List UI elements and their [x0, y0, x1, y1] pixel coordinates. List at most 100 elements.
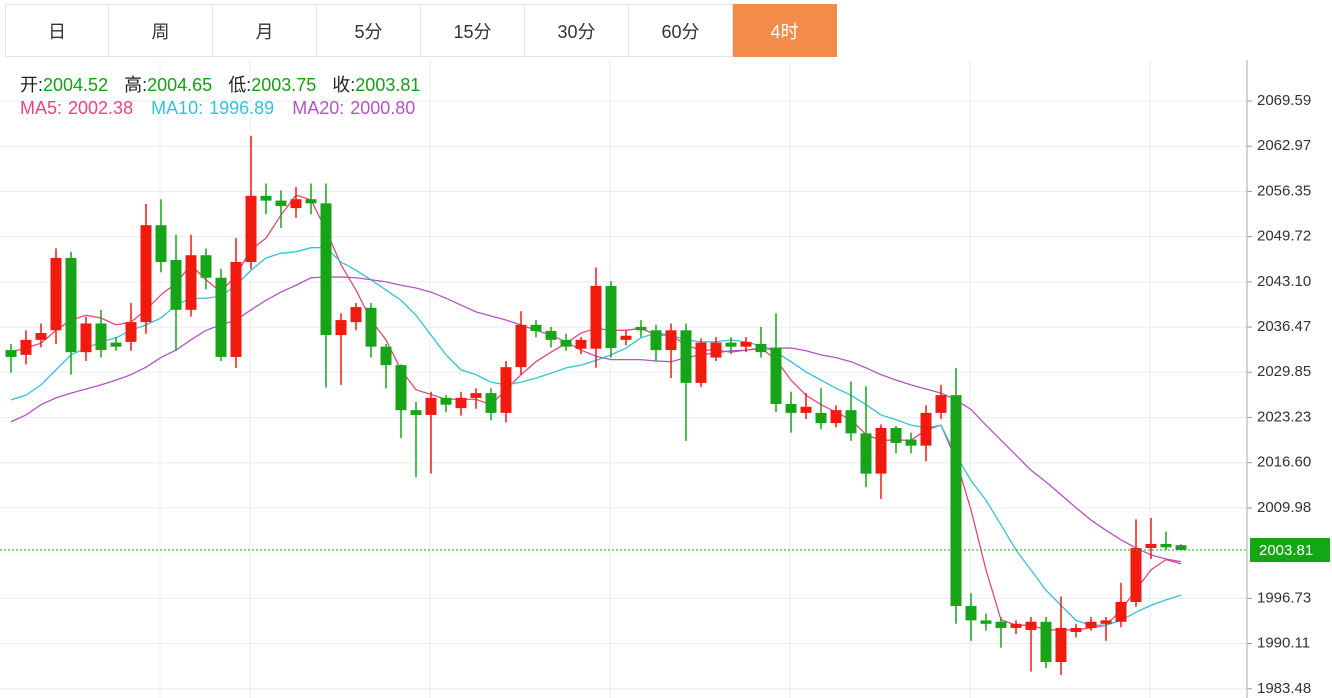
ma-label: MA10:	[151, 98, 204, 118]
candle-body	[110, 342, 122, 347]
tab[interactable]: 日	[5, 4, 109, 57]
candle-body	[1100, 620, 1112, 624]
ma-label: MA20:	[292, 98, 345, 118]
candle-body	[1085, 621, 1097, 628]
candle-body	[515, 324, 527, 368]
candle-body	[1040, 621, 1052, 663]
ma-value: 2002.38	[68, 98, 134, 118]
candle-body	[1070, 627, 1082, 632]
candle-body	[785, 404, 797, 413]
candle-body	[860, 433, 872, 474]
candle-body	[530, 324, 542, 331]
candle-body	[905, 439, 917, 446]
candle-body	[1175, 545, 1187, 551]
ma-value: 1996.89	[209, 98, 275, 118]
candle-body	[365, 307, 377, 347]
candle-body	[320, 203, 332, 336]
candle-body	[770, 348, 782, 405]
tab[interactable]: 周	[109, 4, 213, 57]
candle-body	[155, 225, 167, 263]
candle-body	[920, 412, 932, 446]
tab[interactable]: 30分	[525, 4, 629, 57]
candle-body	[1145, 543, 1157, 549]
candle-body	[20, 339, 32, 355]
tab[interactable]: 月	[213, 4, 317, 57]
tab[interactable]: 15分	[421, 4, 525, 57]
y-tick-label: 2036.47	[1257, 318, 1311, 335]
info-value: 2004.65	[147, 75, 213, 95]
candle-body	[935, 395, 947, 413]
ma-info: MA5: 2002.38 MA10: 1996.89 MA20: 2000.80	[20, 98, 433, 119]
candle-body	[680, 330, 692, 383]
candle-body	[230, 262, 242, 357]
candle-body	[410, 410, 422, 415]
tab[interactable]: 4时	[733, 4, 837, 57]
candle-body	[455, 397, 467, 409]
candle-body	[1055, 627, 1067, 663]
candle-body	[845, 410, 857, 434]
candle-body	[185, 255, 197, 310]
info-label: 开:	[20, 75, 44, 95]
candle-body	[260, 195, 272, 201]
candle-body	[1115, 601, 1127, 622]
candle-body	[575, 339, 587, 349]
candle-body	[965, 606, 977, 621]
candle-body	[80, 323, 92, 353]
info-value: 2004.52	[43, 75, 109, 95]
info-value: 2003.81	[355, 75, 421, 95]
candle-body	[995, 621, 1007, 628]
y-tick-label: 1996.73	[1257, 589, 1311, 606]
candle-body	[35, 333, 47, 340]
candle-body	[395, 365, 407, 411]
candle-body	[1025, 621, 1037, 630]
candle-body	[890, 427, 902, 443]
candle-body	[875, 427, 887, 474]
tab[interactable]: 60分	[629, 4, 733, 57]
candle-body	[1160, 543, 1172, 548]
candle-body	[560, 339, 572, 347]
last-price-label: 2003.81	[1259, 542, 1313, 559]
candle-body	[95, 323, 107, 351]
candle-body	[335, 320, 347, 336]
y-tick-label: 2016.60	[1257, 454, 1311, 471]
candle-body	[1130, 548, 1142, 602]
candle-body	[215, 277, 227, 357]
tab[interactable]: 5分	[317, 4, 421, 57]
candle-body	[350, 307, 362, 323]
candle-body	[5, 350, 17, 357]
candle-body	[200, 255, 212, 278]
candle-body	[50, 257, 62, 331]
candle-body	[800, 406, 812, 413]
candle-body	[245, 195, 257, 263]
y-tick-label: 2023.23	[1257, 408, 1311, 425]
candle-body	[740, 341, 752, 347]
candle-body	[485, 393, 497, 413]
y-tick-label: 1983.48	[1257, 680, 1311, 697]
candle-body	[425, 397, 437, 415]
candle-body	[710, 342, 722, 358]
candle-body	[1010, 623, 1022, 628]
candle-body	[725, 342, 737, 347]
info-value: 2003.75	[251, 75, 317, 95]
candle-body	[440, 397, 452, 405]
candle-body	[140, 225, 152, 323]
candle-body	[500, 367, 512, 413]
candle-body	[830, 410, 842, 424]
candle-body	[980, 620, 992, 624]
candle-body	[695, 342, 707, 383]
y-tick-label: 2056.35	[1257, 182, 1311, 199]
candle-body	[65, 257, 77, 353]
tab-bar: 日周月 5分 15分 30分 60分 4时	[5, 4, 837, 57]
y-tick-label: 2062.97	[1257, 137, 1311, 154]
candle-body	[815, 412, 827, 424]
ohlc-info: 开:2004.52 高:2004.65 低:2003.75 收:2003.81	[20, 71, 436, 97]
candle-body	[950, 395, 962, 607]
y-tick-label: 2009.98	[1257, 499, 1311, 516]
candle-body	[305, 199, 317, 204]
candle-body	[170, 259, 182, 310]
info-label: 收:	[332, 75, 356, 95]
candle-body	[590, 285, 602, 349]
candle-body	[275, 200, 287, 207]
